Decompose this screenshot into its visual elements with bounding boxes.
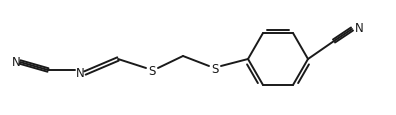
Text: S: S	[148, 65, 156, 78]
Text: S: S	[211, 63, 219, 76]
Text: N: N	[76, 67, 84, 80]
Text: N: N	[355, 21, 364, 34]
Text: N: N	[12, 55, 21, 68]
